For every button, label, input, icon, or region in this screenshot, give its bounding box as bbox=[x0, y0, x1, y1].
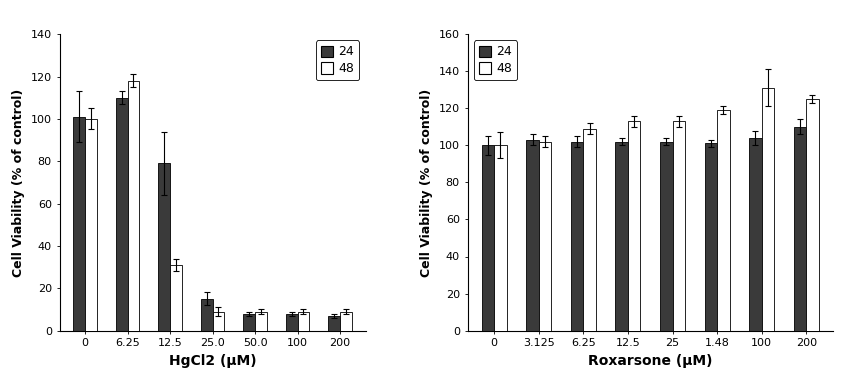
Bar bbox=[749, 138, 762, 331]
Bar bbox=[340, 312, 352, 331]
Bar bbox=[482, 145, 494, 331]
Bar bbox=[628, 121, 640, 331]
Bar bbox=[170, 265, 182, 331]
Bar bbox=[526, 140, 539, 331]
Bar bbox=[571, 142, 583, 331]
Y-axis label: Cell Viability (% of control): Cell Viability (% of control) bbox=[12, 88, 26, 277]
Bar bbox=[583, 129, 596, 331]
Bar bbox=[73, 117, 85, 331]
Legend: 24, 48: 24, 48 bbox=[316, 40, 360, 80]
X-axis label: HgCl2 (μM): HgCl2 (μM) bbox=[168, 354, 257, 368]
Bar bbox=[807, 99, 819, 331]
Bar bbox=[794, 127, 807, 331]
Bar bbox=[286, 314, 298, 331]
Bar bbox=[243, 314, 255, 331]
X-axis label: Roxarsone (μM): Roxarsone (μM) bbox=[588, 354, 712, 368]
Bar bbox=[158, 163, 170, 331]
Bar bbox=[128, 81, 139, 331]
Bar bbox=[672, 121, 685, 331]
Bar bbox=[116, 98, 128, 331]
Bar bbox=[298, 312, 309, 331]
Bar bbox=[328, 316, 340, 331]
Bar bbox=[660, 142, 672, 331]
Bar bbox=[615, 142, 628, 331]
Bar bbox=[539, 142, 552, 331]
Y-axis label: Cell Viability (% of control): Cell Viability (% of control) bbox=[420, 88, 434, 277]
Bar bbox=[201, 299, 212, 331]
Bar bbox=[762, 88, 774, 331]
Bar bbox=[255, 312, 267, 331]
Bar bbox=[212, 312, 224, 331]
Bar bbox=[705, 144, 717, 331]
Bar bbox=[717, 110, 729, 331]
Bar bbox=[494, 145, 507, 331]
Legend: 24, 48: 24, 48 bbox=[473, 40, 517, 80]
Bar bbox=[85, 119, 97, 331]
